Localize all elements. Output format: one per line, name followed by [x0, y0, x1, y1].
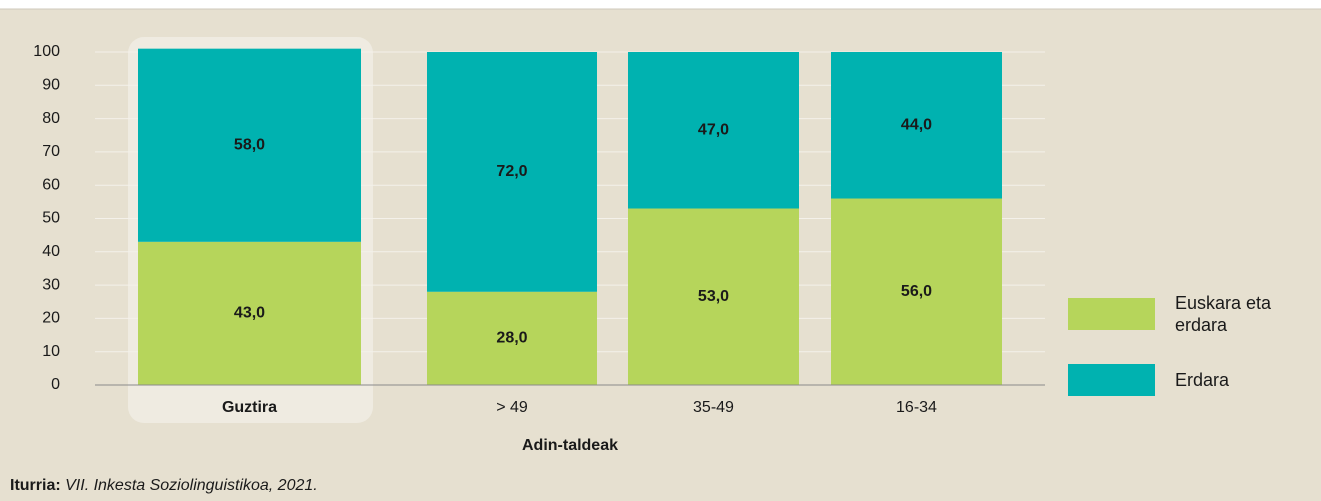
bar-segment	[831, 198, 1002, 385]
bar-segment	[138, 48, 361, 242]
y-tick-label: 60	[42, 176, 60, 193]
x-tick-label: > 49	[496, 399, 528, 416]
value-label: 56,0	[901, 283, 932, 300]
bar-segment	[427, 52, 597, 292]
source-text: VII. Inkesta Soziolinguistikoa, 2021.	[65, 477, 318, 494]
y-tick-label: 50	[42, 210, 60, 227]
y-tick-label: 100	[33, 43, 60, 60]
source: Iturria: VII. Inkesta Soziolinguistikoa,…	[10, 477, 318, 495]
value-label: 43,0	[234, 305, 265, 322]
bar-segment	[628, 52, 799, 209]
legend-label: Euskara eta erdara	[1175, 293, 1272, 335]
y-tick-label: 80	[42, 110, 60, 127]
value-label: 28,0	[496, 330, 527, 347]
source-label: Iturria:	[10, 477, 61, 494]
bar-segment	[831, 52, 1002, 199]
y-tick-label: 90	[42, 77, 60, 94]
bar-segment	[427, 291, 597, 385]
y-tick-label: 30	[42, 276, 60, 293]
x-tick-label: 35-49	[693, 399, 734, 416]
top-strip	[0, 0, 1321, 9]
value-label: 47,0	[698, 121, 729, 138]
legend-swatch	[1068, 298, 1155, 330]
x-tick-label: Guztira	[222, 399, 277, 416]
x-tick-label: 16-34	[896, 399, 937, 416]
value-label: 58,0	[234, 136, 265, 153]
value-label: 44,0	[901, 116, 932, 133]
legend-swatch	[1068, 364, 1155, 396]
y-tick-label: 40	[42, 243, 60, 260]
bar-segment	[628, 208, 799, 385]
y-tick-label: 10	[42, 343, 60, 360]
bar-segment	[138, 241, 361, 385]
value-label: 53,0	[698, 288, 729, 305]
y-tick-label: 0	[51, 376, 60, 393]
y-tick-label: 20	[42, 310, 60, 327]
y-tick-label: 70	[42, 143, 60, 160]
legend-label: Erdara	[1175, 370, 1230, 390]
value-label: 72,0	[496, 163, 527, 180]
x-axis-title: Adin-taldeak	[522, 437, 618, 454]
